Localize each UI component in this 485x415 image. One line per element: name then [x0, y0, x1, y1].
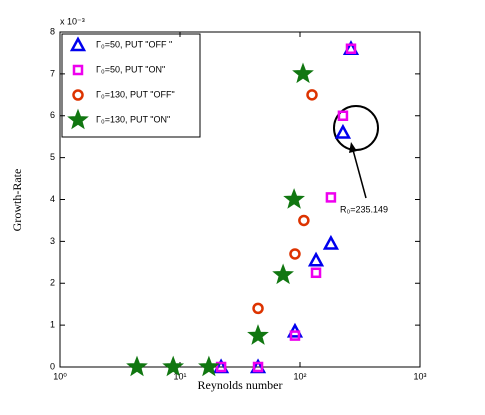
y-tick-label: 4 [50, 194, 55, 204]
point [292, 62, 314, 84]
x-tick-label: 10³ [413, 371, 426, 381]
y-tick-label: 5 [50, 152, 55, 162]
point [283, 188, 305, 209]
point [310, 267, 322, 279]
point [289, 248, 301, 260]
x-tick-label: 10⁰ [53, 371, 67, 381]
point [247, 324, 269, 345]
point [126, 355, 148, 377]
point [337, 110, 349, 121]
legend-marker [69, 36, 87, 52]
point [289, 330, 301, 341]
point [162, 355, 185, 377]
point [306, 89, 318, 101]
point [198, 355, 220, 377]
arrow-shaft [352, 149, 367, 199]
point [322, 234, 340, 250]
point [345, 43, 357, 54]
y-tick-label: 6 [50, 110, 55, 120]
y-tick-label: 3 [50, 236, 55, 246]
point [215, 361, 227, 373]
annotation: R₀=235.149 [340, 204, 388, 214]
point [272, 263, 294, 285]
point [252, 302, 264, 315]
legend-marker [72, 64, 84, 76]
legend-label: Γ₀=50, PUT "ON" [96, 64, 165, 74]
y-tick-label: 8 [50, 26, 55, 36]
x-tick-label: 10¹ [173, 371, 186, 381]
point [325, 192, 337, 203]
y-tick-label: 0 [50, 361, 55, 371]
legend-label: Γ₀=130, PUT "ON" [96, 114, 170, 124]
legend-label: Γ₀=50, PUT "OFF " [96, 39, 172, 49]
y-tick-label: 1 [50, 320, 55, 330]
x-tick-label: 10² [293, 371, 306, 381]
point [334, 123, 352, 139]
y-tick-label: 7 [50, 68, 55, 78]
y-scale-label: x 10⁻³ [60, 16, 85, 26]
legend-marker [67, 108, 89, 130]
y-tick-label: 2 [50, 278, 55, 288]
point [252, 361, 264, 373]
point [307, 251, 325, 267]
x-axis-label: Reynolds number [198, 378, 283, 392]
y-axis-label: Growth-Rate [10, 169, 24, 232]
arrow-head [349, 142, 357, 153]
legend-label: Γ₀=130, PUT "OFF" [96, 89, 175, 99]
point [298, 214, 310, 227]
legend-marker [72, 89, 84, 101]
